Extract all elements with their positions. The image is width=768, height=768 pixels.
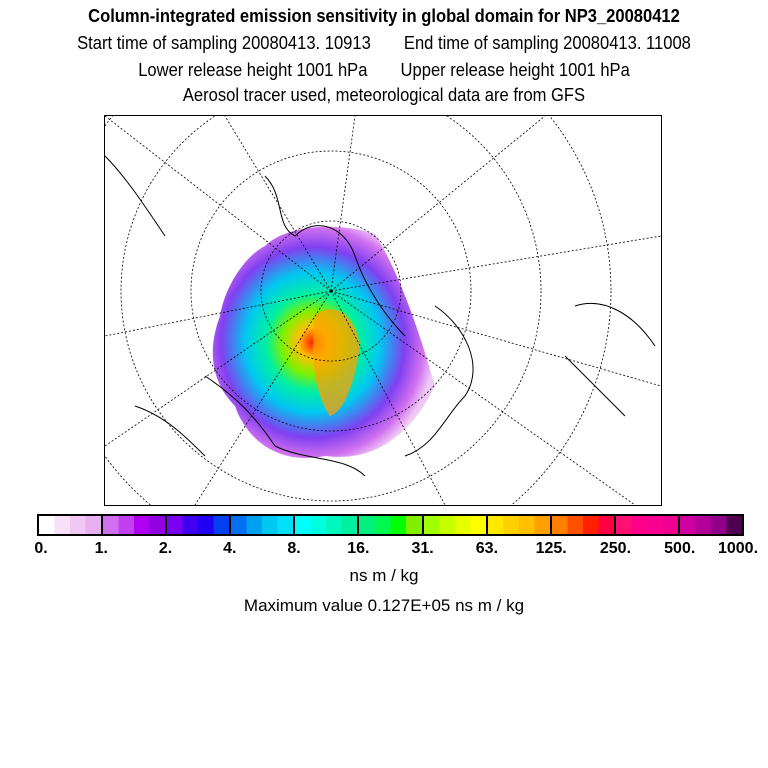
colorbar-segment xyxy=(231,516,296,534)
colorbar-segment xyxy=(359,516,424,534)
colorbar xyxy=(37,514,744,536)
colorbar-tick-label: 31. xyxy=(411,540,434,557)
maximum-value: Maximum value 0.127E+05 ns m / kg xyxy=(243,596,525,615)
coastlines xyxy=(105,155,656,477)
plume-core xyxy=(313,309,360,416)
colorbar-tick-label: 8. xyxy=(287,540,301,557)
colorbar-segment xyxy=(487,516,552,534)
colorbar-segment xyxy=(295,516,360,534)
colorbar-segment xyxy=(423,516,488,534)
colorbar-tick-label: 500. xyxy=(664,540,696,557)
upper-height: Upper release height 1001 hPa xyxy=(400,60,630,80)
colorbar-segment xyxy=(615,516,680,534)
polar-map xyxy=(104,115,662,506)
plot-title: Column-integrated emission sensitivity i… xyxy=(88,6,680,26)
colorbar-segment xyxy=(551,516,616,534)
colorbar-tick-label: 125. xyxy=(535,540,567,557)
colorbar-tick-label: 0. xyxy=(34,540,48,557)
colorbar-tick-label: 63. xyxy=(475,540,499,557)
lower-height: Lower release height 1001 hPa xyxy=(138,60,368,80)
graticule xyxy=(105,116,661,505)
colorbar-tick-label: 1000. xyxy=(717,540,759,557)
end-time: End time of sampling 20080413. 11008 xyxy=(403,33,691,53)
start-time: Start time of sampling 20080413. 10913 xyxy=(77,33,371,53)
sampling-times: Start time of sampling 20080413. 10913 En… xyxy=(31,33,738,54)
release-heights: Lower release height 1001 hPa Upper relea… xyxy=(31,60,738,81)
colorbar-tick-label: 4. xyxy=(223,540,237,557)
colorbar-tick-label: 16. xyxy=(347,540,370,557)
colorbar-segment xyxy=(679,516,743,534)
colorbar-units: ns m / kg xyxy=(349,566,419,585)
colorbar-tick-label: 1. xyxy=(94,540,108,557)
colorbar-segment xyxy=(39,516,104,534)
colorbar-segment xyxy=(103,516,168,534)
map-canvas xyxy=(105,116,661,505)
colorbar-tick-label: 2. xyxy=(158,540,173,557)
colorbar-segment xyxy=(167,516,232,534)
colorbar-tick-label: 250. xyxy=(599,540,632,557)
tracer-info: Aerosol tracer used, meteorological data… xyxy=(182,85,586,105)
